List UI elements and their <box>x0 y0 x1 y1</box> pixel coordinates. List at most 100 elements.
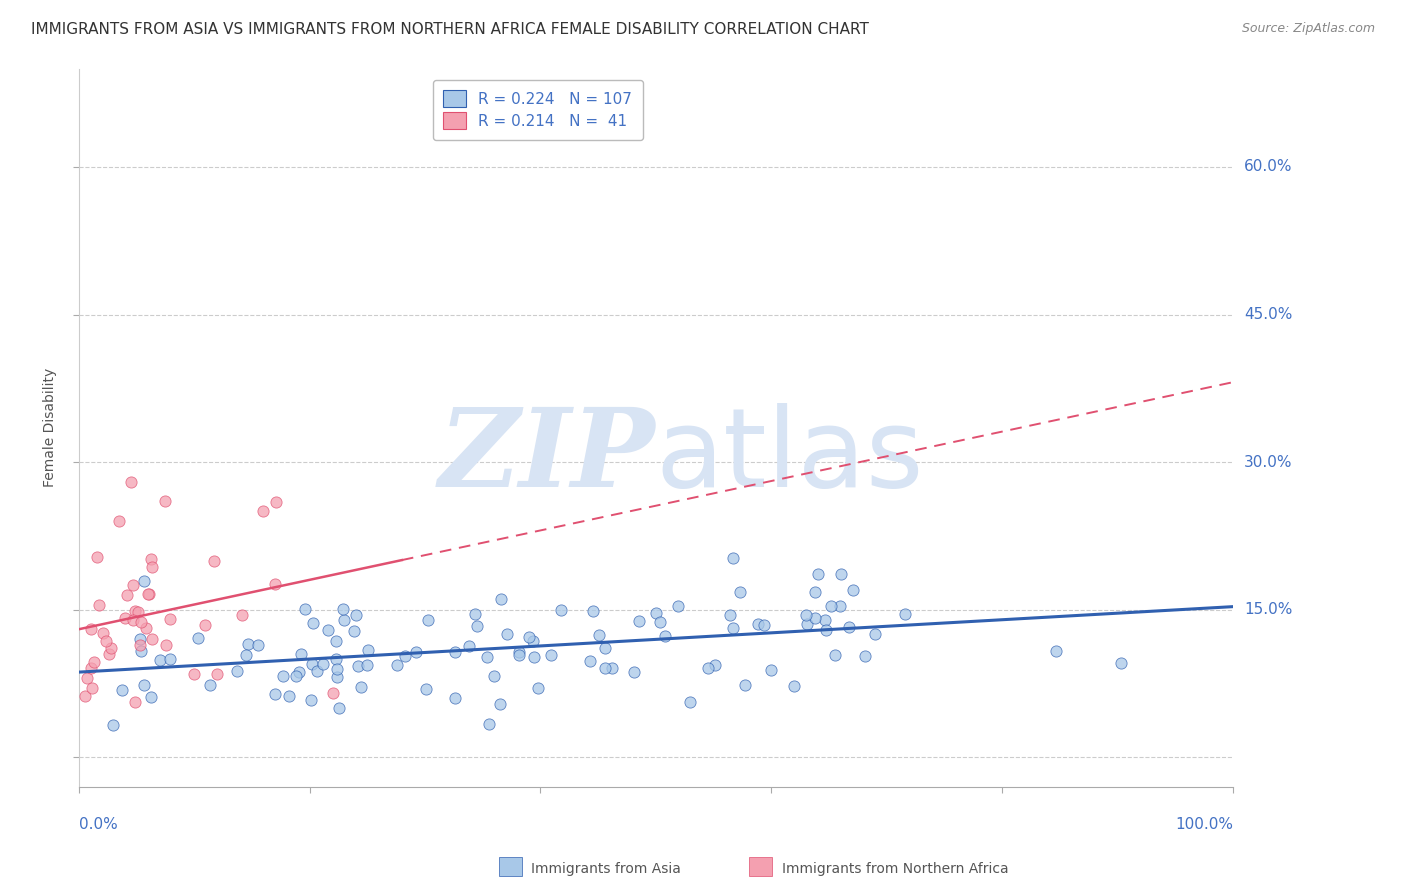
Point <box>187 631 209 645</box>
Point <box>627 615 650 629</box>
Point <box>815 623 838 637</box>
Point <box>299 693 322 707</box>
Point <box>508 645 530 659</box>
Point <box>139 690 162 704</box>
Point <box>356 657 378 672</box>
Point <box>343 624 366 638</box>
Point <box>804 610 827 624</box>
Point <box>80 622 103 636</box>
Point <box>114 611 136 625</box>
Text: 100.0%: 100.0% <box>1175 817 1233 832</box>
Point <box>489 698 512 712</box>
Point <box>747 616 769 631</box>
Point <box>87 598 110 612</box>
Point <box>263 687 285 701</box>
Point <box>853 648 876 663</box>
Point <box>333 613 356 627</box>
Point <box>482 669 505 683</box>
Point <box>247 638 270 652</box>
Point <box>136 586 159 600</box>
Text: Source: ZipAtlas.com: Source: ZipAtlas.com <box>1241 22 1375 36</box>
Point <box>264 494 287 508</box>
Point <box>316 623 339 637</box>
Point <box>416 613 439 627</box>
Point <box>519 630 541 644</box>
Text: 45.0%: 45.0% <box>1244 307 1292 322</box>
Point <box>579 654 602 668</box>
Point <box>595 660 617 674</box>
Point <box>387 657 409 672</box>
Point <box>813 613 835 627</box>
Point <box>94 634 117 648</box>
Point <box>225 664 247 678</box>
Point <box>465 619 488 633</box>
Point <box>135 621 157 635</box>
Point <box>322 686 344 700</box>
Point <box>796 617 818 632</box>
Point <box>794 608 817 623</box>
Point <box>718 607 741 622</box>
Point <box>824 648 846 663</box>
Point <box>111 682 134 697</box>
Point <box>236 637 259 651</box>
Point <box>759 664 782 678</box>
Point <box>1045 644 1067 658</box>
Point <box>830 566 852 581</box>
Point <box>124 695 146 709</box>
Point <box>101 717 124 731</box>
Point <box>679 695 702 709</box>
Point <box>666 599 689 613</box>
Point <box>623 665 645 679</box>
Point <box>129 615 152 629</box>
Point <box>149 653 172 667</box>
Point <box>550 603 572 617</box>
Point <box>842 583 865 598</box>
Point <box>523 649 546 664</box>
Point <box>325 670 347 684</box>
Point <box>290 647 312 661</box>
Point <box>235 648 257 662</box>
Point <box>91 626 114 640</box>
Point <box>305 665 328 679</box>
Point <box>128 632 150 646</box>
Point <box>475 649 498 664</box>
Point <box>301 657 323 671</box>
Point <box>328 701 350 715</box>
Point <box>350 681 373 695</box>
Point <box>491 592 513 607</box>
Point <box>202 554 225 568</box>
Point <box>478 717 501 731</box>
Point <box>294 602 316 616</box>
Point <box>127 605 149 619</box>
Point <box>405 645 427 659</box>
Point <box>155 494 177 508</box>
Text: 30.0%: 30.0% <box>1244 455 1292 469</box>
Point <box>332 601 354 615</box>
Point <box>124 604 146 618</box>
Point <box>696 660 718 674</box>
Point <box>141 560 163 574</box>
Point <box>139 552 162 566</box>
Point <box>312 657 335 672</box>
Point <box>264 576 287 591</box>
Point <box>838 620 860 634</box>
Point <box>129 639 152 653</box>
Point <box>141 632 163 646</box>
Point <box>138 587 160 601</box>
Point <box>728 585 751 599</box>
Point <box>820 599 842 613</box>
Point <box>803 585 825 599</box>
Point <box>120 475 142 489</box>
Point <box>734 678 756 692</box>
Text: Immigrants from Northern Africa: Immigrants from Northern Africa <box>782 862 1008 876</box>
Point <box>194 617 217 632</box>
Point <box>277 689 299 703</box>
Point <box>540 648 562 663</box>
Point <box>159 652 181 666</box>
Point <box>132 678 155 692</box>
Point <box>83 655 105 669</box>
Point <box>108 514 131 528</box>
Point <box>132 574 155 589</box>
Text: ZIP: ZIP <box>439 402 655 510</box>
Point <box>301 616 323 631</box>
